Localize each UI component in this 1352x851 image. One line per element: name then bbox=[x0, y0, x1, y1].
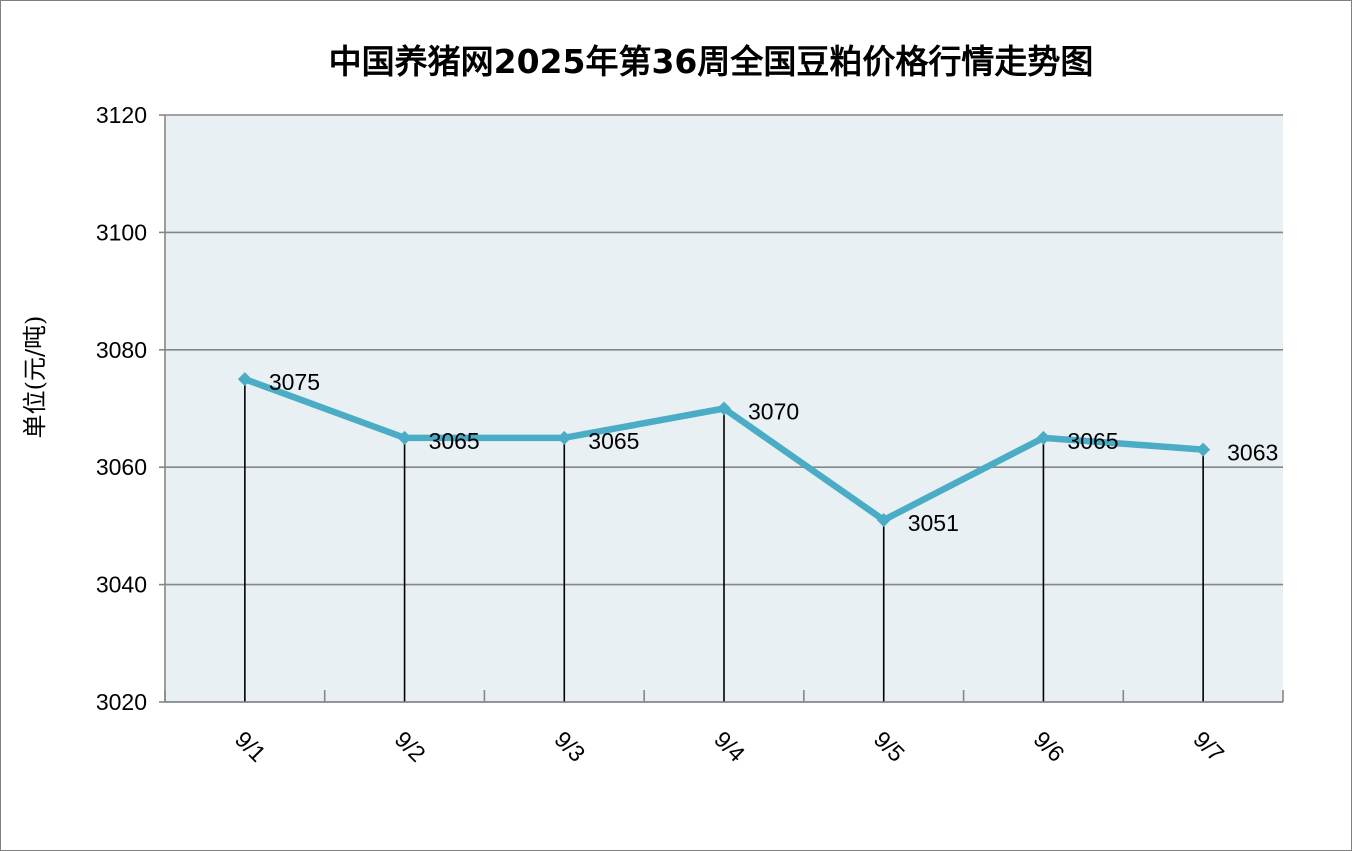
x-tick-label: 9/3 bbox=[549, 726, 590, 767]
data-label: 3065 bbox=[429, 428, 480, 454]
data-point-marker bbox=[557, 430, 572, 445]
y-tick-label: 3040 bbox=[96, 572, 147, 598]
drop-lines bbox=[244, 379, 1204, 702]
data-point-marker bbox=[717, 401, 731, 416]
data-label: 3065 bbox=[588, 428, 639, 454]
axes bbox=[164, 115, 1283, 703]
data-point-marker bbox=[1196, 442, 1211, 457]
data-label: 3051 bbox=[908, 510, 959, 536]
x-tick-label: 9/6 bbox=[1029, 726, 1070, 767]
data-point-marker bbox=[397, 430, 412, 445]
y-tick-label: 3060 bbox=[96, 454, 147, 480]
data-point-marker bbox=[876, 513, 891, 528]
data-point-marker bbox=[1036, 430, 1051, 445]
series-price bbox=[237, 372, 1211, 528]
y-tick-label: 3100 bbox=[96, 219, 147, 245]
y-tick-label: 3080 bbox=[96, 337, 147, 363]
data-labels: 3075 3065 3065 3070 3051 3065 3063 bbox=[269, 369, 1278, 536]
y-axis-title: 单位(元/吨) bbox=[21, 316, 49, 439]
data-label: 3063 bbox=[1227, 440, 1278, 466]
y-tick-label: 3020 bbox=[96, 689, 147, 715]
y-axis-ticks: 3020 3040 3060 3080 3100 3120 bbox=[96, 102, 165, 715]
x-tick-label: 9/4 bbox=[709, 726, 750, 767]
x-tick-label: 9/2 bbox=[390, 726, 431, 767]
data-label: 3075 bbox=[269, 369, 320, 395]
x-tick-label: 9/5 bbox=[869, 726, 910, 767]
y-tick-label: 3120 bbox=[96, 102, 147, 128]
data-label: 3070 bbox=[748, 399, 799, 425]
data-point-marker bbox=[237, 372, 252, 387]
chart-title: 中国养猪网2025年第36周全国豆粕价格行情走势图 bbox=[329, 42, 1094, 81]
x-tick-label: 9/7 bbox=[1188, 726, 1229, 767]
data-label: 3065 bbox=[1067, 428, 1118, 454]
x-tick-label: 9/1 bbox=[230, 726, 271, 767]
